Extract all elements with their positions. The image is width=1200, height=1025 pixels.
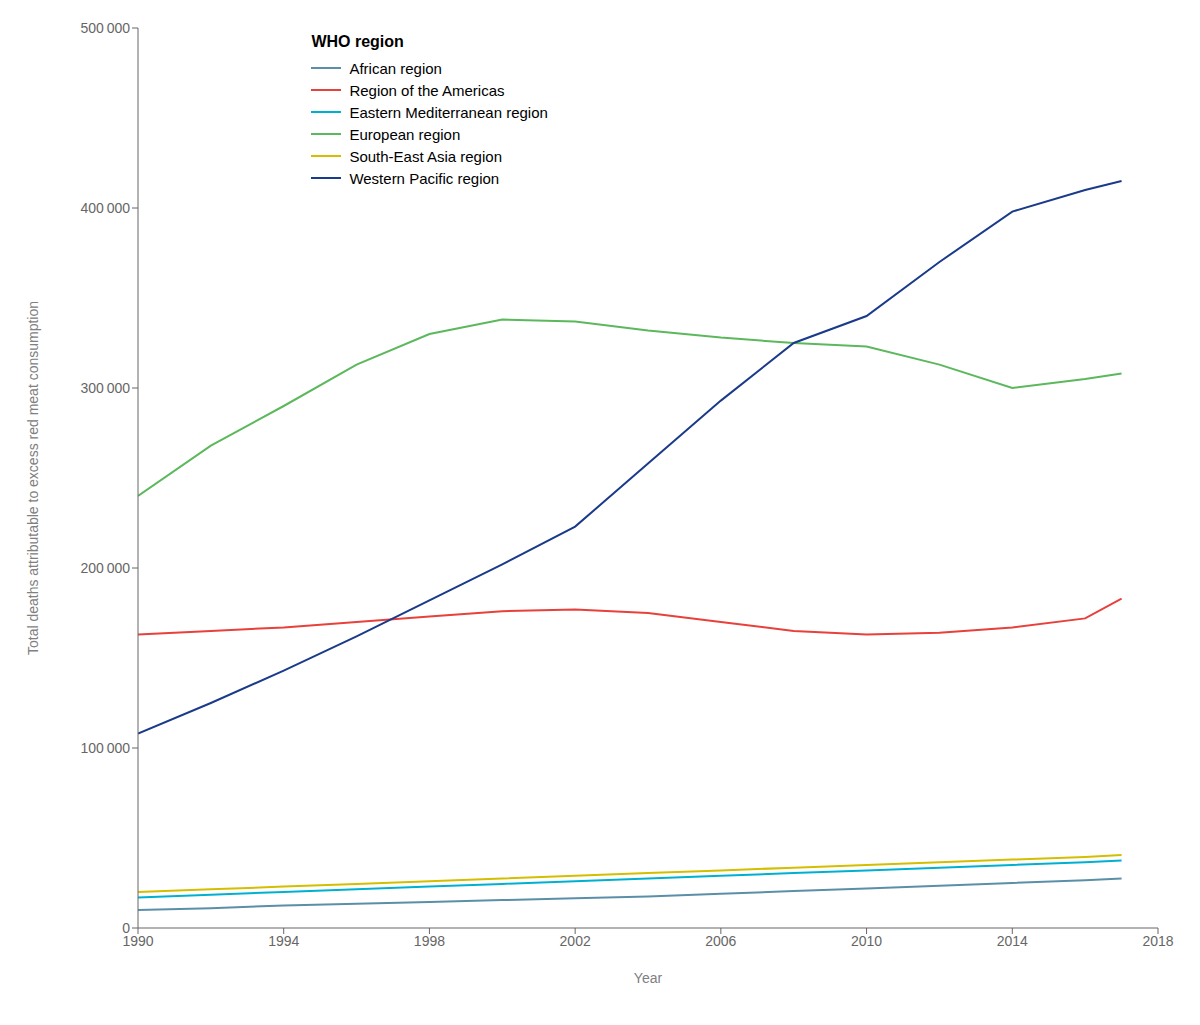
html-text:Eastern Mediterranean region: Eastern Mediterranean region xyxy=(349,103,548,121)
svg-text:1990: 1990 xyxy=(122,932,154,949)
html-text:Region of the Americas: Region of the Americas xyxy=(349,81,505,99)
svg-text:2010: 2010 xyxy=(851,933,882,949)
svg-text:Year: Year xyxy=(634,970,663,986)
html-text:African region: African region xyxy=(349,59,442,77)
svg-text:0: 0 xyxy=(122,920,130,936)
svg-text:2002: 2002 xyxy=(560,933,591,949)
svg-text:2006: 2006 xyxy=(705,933,736,949)
svg-text:100 000: 100 000 xyxy=(80,740,130,756)
svg-text:400 000: 400 000 xyxy=(80,200,130,216)
svg-text:2018: 2018 xyxy=(1142,933,1173,949)
svg-text:500 000: 500 000 xyxy=(80,20,130,36)
html-text:Western Pacific region: Western Pacific region xyxy=(349,169,500,187)
html-text:WHO region: WHO region xyxy=(311,33,404,50)
svg-text:300 000: 300 000 xyxy=(80,380,130,396)
html-text:European region: European region xyxy=(349,125,461,143)
svg-text:1998: 1998 xyxy=(414,933,445,949)
html-text:South-East Asia region: South-East Asia region xyxy=(349,147,502,165)
svg-text:2014: 2014 xyxy=(997,933,1028,949)
svg-text:Total deaths attributable to e: Total deaths attributable to excess red … xyxy=(25,301,41,655)
svg-text:1994: 1994 xyxy=(268,933,299,949)
svg-text:200 000: 200 000 xyxy=(80,560,130,576)
